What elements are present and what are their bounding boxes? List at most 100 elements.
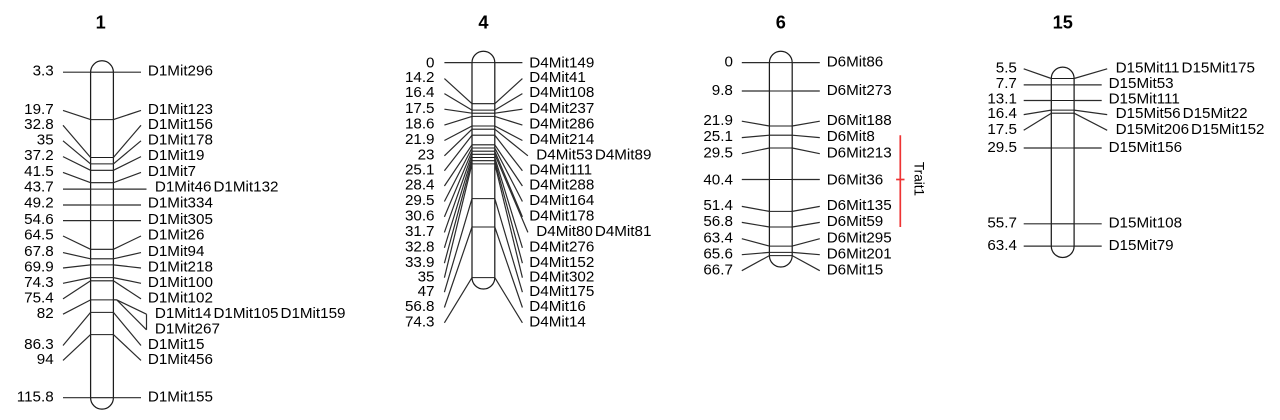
svg-text:19.7: 19.7 (24, 101, 54, 118)
svg-text:4: 4 (478, 12, 489, 32)
svg-text:D4Mit175: D4Mit175 (529, 283, 594, 300)
svg-text:D4Mit108: D4Mit108 (529, 84, 594, 101)
svg-text:D1Mit46 D1Mit132: D1Mit46 D1Mit132 (155, 179, 279, 196)
svg-text:16.4: 16.4 (987, 105, 1017, 122)
svg-text:29.5: 29.5 (703, 144, 733, 161)
svg-text:D4Mit53 D4Mit89: D4Mit53 D4Mit89 (536, 146, 651, 163)
svg-text:D4Mit302: D4Mit302 (529, 268, 594, 285)
svg-text:35: 35 (37, 131, 54, 148)
svg-text:74.3: 74.3 (24, 274, 54, 291)
svg-text:23: 23 (418, 146, 435, 163)
svg-text:D15Mit56 D15Mit22: D15Mit56 D15Mit22 (1116, 105, 1248, 122)
svg-text:16.4: 16.4 (405, 84, 435, 101)
svg-text:D6Mit36: D6Mit36 (827, 171, 884, 188)
svg-text:D4Mit41: D4Mit41 (529, 69, 586, 86)
svg-text:6: 6 (776, 12, 786, 32)
svg-text:D15Mit79: D15Mit79 (1109, 237, 1174, 254)
svg-text:32.8: 32.8 (24, 116, 54, 133)
svg-text:67.8: 67.8 (24, 243, 54, 260)
svg-text:21.9: 21.9 (703, 112, 733, 129)
svg-text:D4Mit111: D4Mit111 (529, 161, 592, 178)
svg-text:18.6: 18.6 (405, 116, 435, 133)
svg-text:D1Mit94: D1Mit94 (148, 243, 205, 260)
svg-text:56.8: 56.8 (703, 213, 733, 230)
svg-text:17.5: 17.5 (405, 100, 435, 117)
svg-text:43.7: 43.7 (24, 179, 54, 196)
svg-text:D6Mit135: D6Mit135 (827, 197, 892, 214)
svg-text:14.2: 14.2 (405, 69, 435, 86)
svg-text:86.3: 86.3 (24, 336, 54, 353)
svg-text:9.8: 9.8 (712, 82, 733, 99)
svg-text:15: 15 (1053, 12, 1073, 32)
svg-text:D1Mit305: D1Mit305 (148, 211, 213, 228)
svg-text:25.1: 25.1 (405, 161, 435, 178)
svg-text:D1Mit296: D1Mit296 (148, 63, 213, 80)
svg-text:5.5: 5.5 (996, 59, 1017, 76)
svg-text:D1Mit15: D1Mit15 (148, 336, 205, 353)
svg-text:47: 47 (418, 283, 435, 300)
svg-text:69.9: 69.9 (24, 259, 54, 276)
svg-text:D6Mit86: D6Mit86 (827, 53, 884, 70)
svg-text:25.1: 25.1 (703, 128, 733, 145)
svg-text:D4Mit214: D4Mit214 (529, 131, 594, 148)
svg-text:D15Mit156: D15Mit156 (1109, 139, 1182, 156)
svg-text:33.9: 33.9 (405, 254, 435, 271)
svg-text:66.7: 66.7 (703, 261, 733, 278)
svg-text:D1Mit334: D1Mit334 (148, 195, 213, 212)
svg-text:37.2: 37.2 (24, 147, 54, 164)
svg-text:D1Mit156: D1Mit156 (148, 116, 213, 133)
svg-text:D1Mit102: D1Mit102 (148, 290, 213, 307)
svg-text:51.4: 51.4 (703, 197, 733, 214)
svg-text:D4Mit14: D4Mit14 (529, 313, 586, 330)
svg-text:D6Mit273: D6Mit273 (827, 82, 892, 99)
svg-text:D1Mit7: D1Mit7 (148, 163, 196, 180)
svg-text:29.5: 29.5 (987, 139, 1017, 156)
svg-text:D1Mit26: D1Mit26 (148, 227, 205, 244)
svg-text:D1Mit14 D1Mit105 D1Mit159: D1Mit14 D1Mit105 D1Mit159 (155, 305, 346, 322)
svg-text:0: 0 (426, 55, 434, 72)
svg-text:31.7: 31.7 (405, 223, 435, 240)
svg-text:63.4: 63.4 (703, 229, 733, 246)
svg-text:D15Mit111: D15Mit111 (1109, 90, 1180, 107)
svg-text:30.6: 30.6 (405, 208, 435, 225)
svg-text:D4Mit237: D4Mit237 (529, 100, 594, 117)
svg-text:Trait1: Trait1 (911, 162, 926, 196)
svg-text:D4Mit152: D4Mit152 (529, 254, 594, 271)
svg-text:D1Mit218: D1Mit218 (148, 259, 213, 276)
svg-text:29.5: 29.5 (405, 192, 435, 209)
svg-text:21.9: 21.9 (405, 131, 435, 148)
svg-text:41.5: 41.5 (24, 163, 54, 180)
svg-text:D4Mit16: D4Mit16 (529, 298, 586, 315)
svg-text:D1Mit123: D1Mit123 (148, 101, 213, 118)
svg-text:D1Mit100: D1Mit100 (148, 274, 213, 291)
svg-text:D6Mit59: D6Mit59 (827, 213, 884, 230)
svg-text:32.8: 32.8 (405, 238, 435, 255)
svg-text:7.7: 7.7 (996, 75, 1017, 92)
svg-text:94: 94 (37, 351, 54, 368)
svg-text:D4Mit288: D4Mit288 (529, 177, 594, 194)
svg-text:40.4: 40.4 (703, 171, 733, 188)
svg-text:75.4: 75.4 (24, 290, 54, 307)
svg-text:D1Mit456: D1Mit456 (148, 351, 213, 368)
svg-text:D4Mit164: D4Mit164 (529, 192, 594, 209)
svg-text:D6Mit8: D6Mit8 (827, 128, 875, 145)
svg-text:0: 0 (724, 53, 732, 70)
svg-text:1: 1 (96, 12, 106, 32)
svg-text:D4Mit178: D4Mit178 (529, 208, 594, 225)
svg-text:3.3: 3.3 (33, 63, 54, 80)
svg-text:D1Mit19: D1Mit19 (148, 147, 205, 164)
svg-text:D15Mit11 D15Mit175: D15Mit11 D15Mit175 (1116, 59, 1255, 76)
svg-text:D4Mit149: D4Mit149 (529, 55, 594, 72)
svg-text:13.1: 13.1 (987, 90, 1017, 107)
svg-text:55.7: 55.7 (987, 215, 1017, 232)
svg-text:115.8: 115.8 (17, 388, 54, 405)
svg-text:17.5: 17.5 (987, 121, 1017, 138)
svg-text:D1Mit267: D1Mit267 (155, 320, 220, 337)
svg-text:D6Mit213: D6Mit213 (827, 144, 892, 161)
svg-text:28.4: 28.4 (405, 177, 435, 194)
svg-text:82: 82 (37, 305, 54, 322)
svg-text:D4Mit276: D4Mit276 (529, 238, 594, 255)
svg-text:54.6: 54.6 (24, 211, 54, 228)
svg-text:D6Mit295: D6Mit295 (827, 229, 892, 246)
svg-text:D15Mit206 D15Mit152: D15Mit206 D15Mit152 (1116, 121, 1265, 138)
